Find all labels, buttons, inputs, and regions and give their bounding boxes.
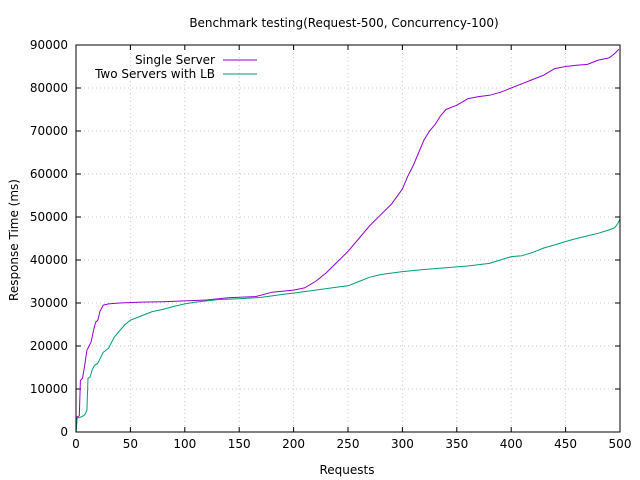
y-tick-label: 40000 — [30, 253, 68, 267]
grid — [76, 45, 620, 432]
x-tick-label: 100 — [173, 437, 196, 451]
series-line-2 — [75, 218, 621, 433]
series-line-1 — [75, 48, 620, 433]
legend-label: Two Servers with LB — [94, 67, 215, 81]
x-axis-label: Requests — [320, 463, 375, 477]
y-tick-label: 50000 — [30, 210, 68, 224]
x-tick-label: 150 — [228, 437, 251, 451]
series-lines — [75, 48, 621, 433]
chart-title: Benchmark testing(Request-500, Concurren… — [189, 16, 498, 30]
y-axis-label: Response Time (ms) — [7, 179, 21, 301]
y-tick-label: 70000 — [30, 124, 68, 138]
x-tick-label: 500 — [609, 437, 632, 451]
x-tick-label: 0 — [72, 437, 80, 451]
y-tick-label: 0 — [60, 425, 68, 439]
x-tick-label: 50 — [123, 437, 138, 451]
y-tick-label: 10000 — [30, 382, 68, 396]
y-tick-label: 60000 — [30, 167, 68, 181]
x-tick-label: 300 — [391, 437, 414, 451]
legend-label: Single Server — [135, 53, 215, 67]
x-tick-label: 400 — [500, 437, 523, 451]
x-tick-label: 450 — [554, 437, 577, 451]
x-tick-label: 350 — [445, 437, 468, 451]
x-tick-label: 200 — [282, 437, 305, 451]
y-tick-label: 90000 — [30, 38, 68, 52]
y-tick-label: 80000 — [30, 81, 68, 95]
y-tick-label: 20000 — [30, 339, 68, 353]
plot-frame — [75, 44, 621, 433]
axis-ticks: 0 10000 20000 30000 40000 50000 60000 70000 8000… — [30, 38, 632, 451]
y-tick-label: 30000 — [30, 296, 68, 310]
x-tick-label: 250 — [337, 437, 360, 451]
